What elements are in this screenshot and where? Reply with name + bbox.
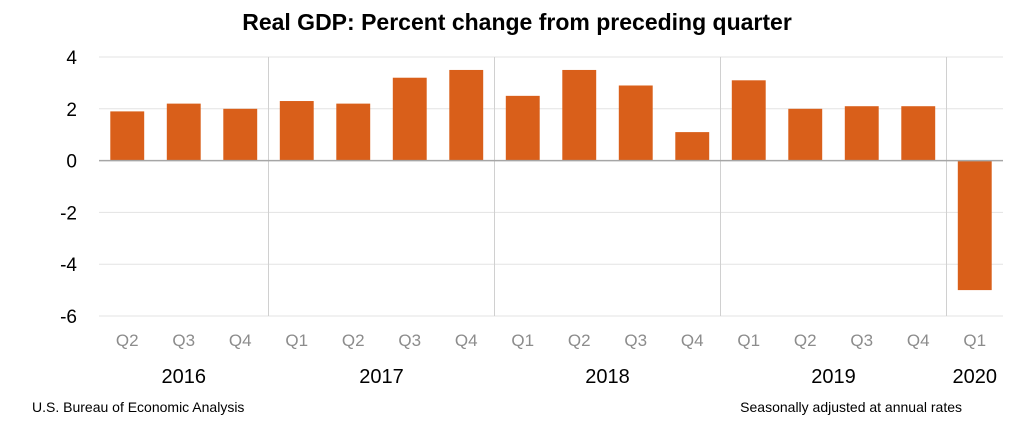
bar xyxy=(449,69,484,161)
bar xyxy=(166,103,201,161)
bar xyxy=(110,111,145,161)
chart-title: Real GDP: Percent change from preceding … xyxy=(242,9,792,35)
year-label: 2019 xyxy=(811,366,856,388)
bar xyxy=(901,106,936,161)
quarter-label: Q1 xyxy=(737,331,760,350)
bar xyxy=(844,106,879,161)
bar xyxy=(336,103,371,161)
bar xyxy=(392,77,427,161)
adjustment-note: Seasonally adjusted at annual rates xyxy=(740,399,962,415)
y-tick-label: 2 xyxy=(66,100,77,121)
quarter-label: Q1 xyxy=(963,331,986,350)
quarter-label: Q1 xyxy=(285,331,308,350)
quarter-label: Q2 xyxy=(794,331,817,350)
bar xyxy=(788,108,823,161)
year-label: 2018 xyxy=(585,366,630,388)
y-tick-label: 4 xyxy=(66,48,77,69)
year-label: 2020 xyxy=(953,366,998,388)
source-note: U.S. Bureau of Economic Analysis xyxy=(32,399,244,415)
quarter-label: Q2 xyxy=(342,331,365,350)
bar xyxy=(562,69,597,161)
bar xyxy=(957,160,992,291)
year-label: 2016 xyxy=(162,366,207,388)
quarter-label: Q3 xyxy=(172,331,195,350)
y-tick-label: -2 xyxy=(60,203,77,224)
quarter-label: Q3 xyxy=(398,331,421,350)
bar xyxy=(223,108,258,161)
bar xyxy=(505,95,540,161)
bar xyxy=(279,101,314,161)
quarter-label: Q4 xyxy=(907,331,930,350)
quarter-label: Q4 xyxy=(681,331,704,350)
bar xyxy=(675,132,710,161)
quarter-label: Q3 xyxy=(624,331,647,350)
bar xyxy=(618,85,653,161)
quarter-label: Q4 xyxy=(229,331,252,350)
y-tick-label: 0 xyxy=(66,152,77,173)
quarter-label: Q2 xyxy=(568,331,591,350)
year-label: 2017 xyxy=(359,366,404,388)
y-tick-label: -4 xyxy=(60,255,77,276)
quarter-label: Q3 xyxy=(850,331,873,350)
y-tick-label: -6 xyxy=(60,307,77,328)
bar xyxy=(731,80,766,161)
quarter-label: Q2 xyxy=(116,331,139,350)
quarter-label: Q4 xyxy=(455,331,478,350)
quarter-label: Q1 xyxy=(511,331,534,350)
